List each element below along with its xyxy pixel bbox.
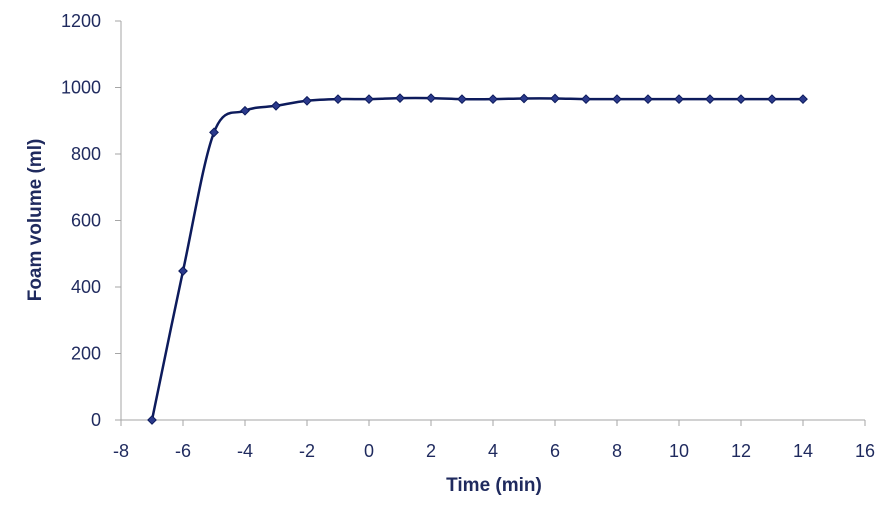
data-point-marker — [333, 94, 343, 105]
x-tick-label: 16 — [855, 441, 875, 461]
y-tick-label: 600 — [71, 211, 101, 231]
y-tick-label: 800 — [71, 144, 101, 164]
data-point-marker — [581, 94, 591, 105]
data-point-marker — [364, 94, 374, 105]
data-point-marker — [674, 94, 684, 105]
x-tick-label: 2 — [426, 441, 436, 461]
data-point-marker — [426, 93, 436, 104]
data-point-marker — [271, 100, 281, 111]
series-layer — [147, 93, 808, 425]
data-point-marker — [519, 93, 529, 104]
data-point-marker — [240, 105, 250, 116]
x-tick-label: 6 — [550, 441, 560, 461]
data-point-marker — [395, 93, 405, 104]
data-point-marker — [798, 94, 808, 105]
y-tick-label: 1000 — [61, 78, 101, 98]
data-point-marker — [209, 127, 219, 138]
x-tick-label: -8 — [113, 441, 129, 461]
y-tick-label: 0 — [91, 410, 101, 430]
x-tick-label: 8 — [612, 441, 622, 461]
data-point-marker — [550, 93, 560, 104]
series-line — [150, 96, 803, 421]
y-tick-label: 400 — [71, 277, 101, 297]
data-point-marker — [643, 94, 653, 105]
data-point-marker — [767, 94, 777, 105]
data-point-marker — [457, 94, 467, 105]
data-point-marker — [178, 266, 188, 276]
data-point-marker — [705, 94, 715, 105]
x-tick-label: 12 — [731, 441, 751, 461]
data-point-marker — [612, 94, 622, 105]
x-tick-label: -4 — [237, 441, 253, 461]
axes: 0 200 400 600 800 1000 1200 -8 -6 -4 -2 0 2 4 6 8 10 12 14… — [61, 11, 875, 461]
y-tick-label: 1200 — [61, 11, 101, 31]
x-tick-label: -6 — [175, 441, 191, 461]
y-tick-label: 200 — [71, 344, 101, 364]
x-tick-label: -2 — [299, 441, 315, 461]
x-tick-label: 14 — [793, 441, 813, 461]
data-point-marker — [147, 415, 157, 425]
x-axis-title: Time (min) — [446, 475, 542, 496]
x-tick-label: 4 — [488, 441, 498, 461]
x-tick-label: 10 — [669, 441, 689, 461]
x-tick-label: 0 — [364, 441, 374, 461]
data-point-marker — [302, 95, 312, 106]
data-point-marker — [488, 94, 498, 105]
data-point-marker — [736, 94, 746, 105]
y-axis-title: Foam volume (ml) — [25, 139, 46, 302]
